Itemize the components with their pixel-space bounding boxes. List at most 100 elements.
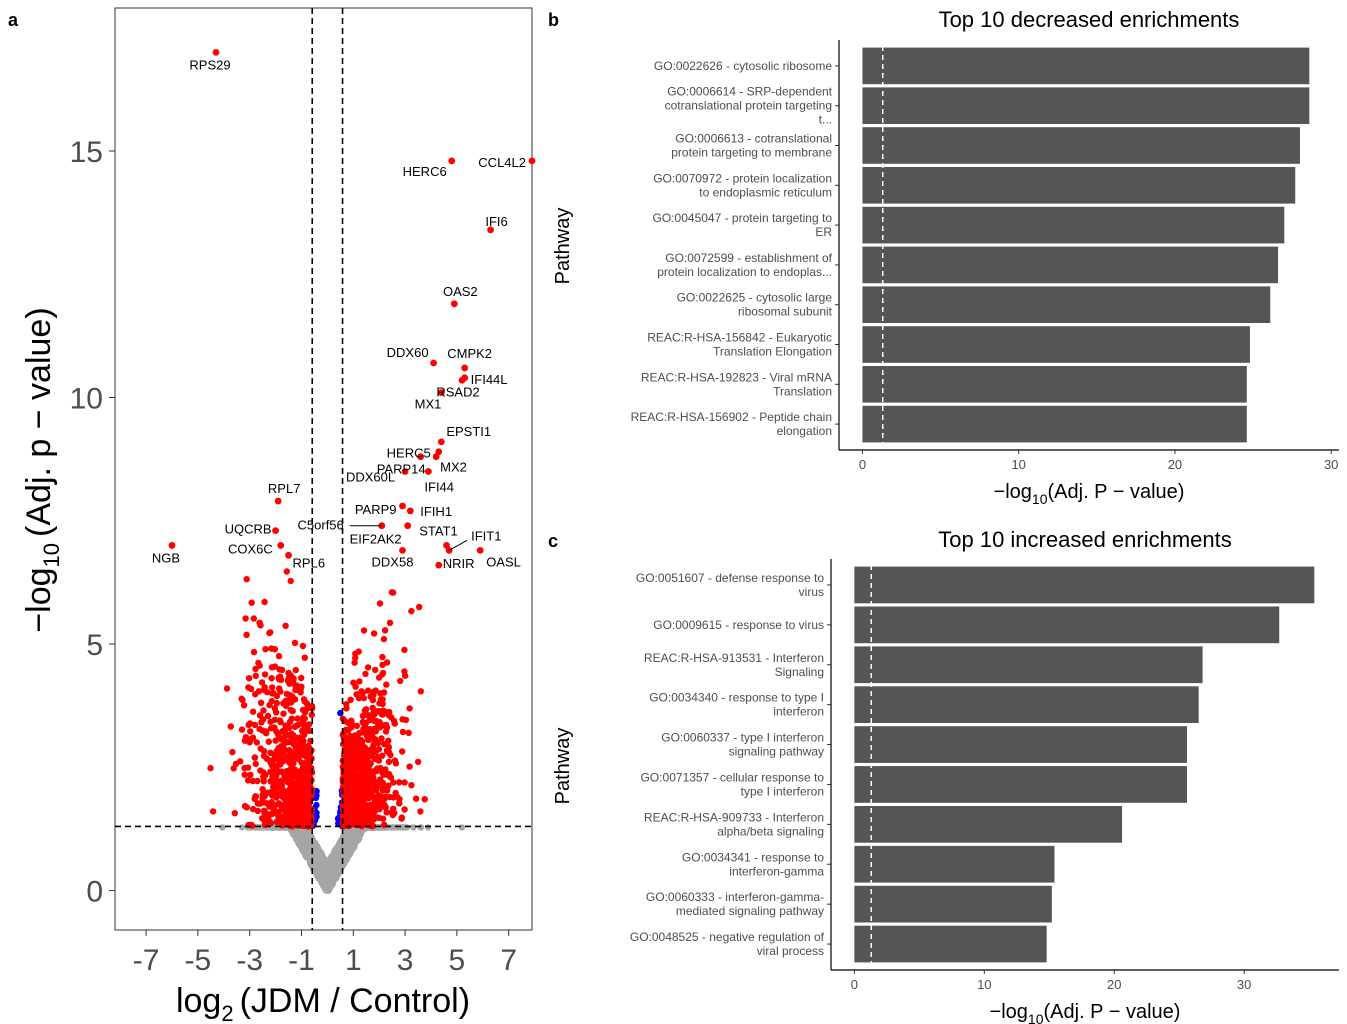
volcano-labeled-point [458, 376, 466, 384]
volcano-point [259, 786, 266, 793]
y-tick-label: 10 [70, 383, 103, 416]
volcano-labeled-point [424, 468, 432, 475]
volcano-point [370, 630, 378, 637]
increased-x-tick-label: 30 [1237, 977, 1251, 992]
volcano-point [336, 849, 343, 856]
volcano-point [276, 666, 283, 673]
volcano-point [301, 715, 308, 722]
volcano-point [288, 730, 295, 737]
increased-category-label: GO:0051607 - defense response to virus [636, 571, 824, 599]
volcano-point [278, 822, 286, 829]
decreased-category-label: REAC:R-HSA-156842 - Eukaryotic Translatio… [647, 331, 832, 359]
volcano-point [344, 777, 351, 784]
volcano-panel-border [114, 7, 533, 931]
volcano-point [248, 599, 255, 606]
volcano-point [383, 724, 391, 731]
volcano-point [284, 820, 291, 827]
volcano-point [383, 681, 390, 688]
volcano-point [379, 653, 386, 661]
volcano-labeled-point [404, 522, 412, 530]
volcano-point [290, 749, 297, 756]
volcano-point [343, 705, 350, 712]
volcano-y-axis-title: −log10(Adj. p − value) [20, 307, 64, 632]
volcano-labeled-point [448, 157, 456, 165]
volcano-point [352, 654, 359, 662]
volcano-point [360, 749, 367, 756]
volcano-point [256, 712, 264, 719]
increased-bar [854, 805, 1123, 843]
decreased-bar [862, 87, 1310, 125]
decreased-x-tick-label: 30 [1324, 457, 1338, 472]
volcano-point [458, 824, 466, 831]
volcano-point [379, 707, 387, 714]
increased-category-label: GO:0060333 - interferon-gamma-mediated s… [646, 890, 824, 918]
increased-category-label: GO:0048525 - negative regulation of viral… [630, 930, 825, 958]
volcano-point [417, 824, 424, 831]
gene-label: IFI44 [424, 479, 454, 494]
volcano-point [352, 683, 359, 690]
volcano-point [388, 589, 396, 596]
increased-x-tick-label: 0 [851, 977, 858, 992]
volcano-point [301, 722, 308, 729]
volcano-point [251, 721, 259, 729]
decreased-category-label: REAC:R-HSA-156902 - Peptide chain elongat… [631, 410, 832, 438]
volcano-point [401, 806, 408, 813]
volcano-point [282, 702, 290, 709]
volcano-point [376, 719, 383, 726]
volcano-labeled-point [432, 453, 440, 461]
volcano-point [280, 710, 287, 717]
increased-bars [854, 565, 1315, 964]
volcano-point [360, 719, 367, 727]
volcano-point [291, 766, 298, 773]
volcano-point [290, 806, 297, 814]
volcano-point [340, 800, 347, 807]
volcano-point [370, 769, 378, 776]
gene-label: STAT1 [419, 523, 458, 538]
increased-bar [854, 766, 1187, 803]
volcano-point [264, 712, 272, 720]
volcano-point [346, 813, 353, 820]
volcano-point [354, 735, 361, 742]
volcano-x-axis-title: log2 (JDM / Control) [176, 982, 470, 1024]
volcano-point [276, 784, 284, 791]
gene-label: COX6C [228, 541, 273, 556]
volcano-point [379, 815, 387, 822]
increased-category-label: GO:0060337 - type I interferon signaling … [661, 731, 824, 759]
gene-label: IFI44L [471, 372, 508, 387]
x-tick-label: -1 [288, 944, 315, 977]
volcano-point [372, 666, 379, 674]
volcano-point [285, 723, 292, 730]
volcano-point [271, 802, 279, 809]
volcano-labeled-point [168, 542, 176, 549]
volcano-point [294, 788, 301, 796]
volcano-point [396, 779, 403, 786]
volcano-point [297, 734, 304, 741]
increased-bar [854, 726, 1187, 763]
volcano-point [267, 768, 274, 775]
volcano-point [397, 677, 404, 685]
volcano-point [265, 738, 272, 745]
volcano-point [351, 659, 358, 666]
volcano-point [352, 770, 359, 777]
gene-label: HERC6 [403, 164, 447, 179]
volcano-point [408, 607, 415, 615]
volcano-point [298, 749, 305, 756]
volcano-labeled-point [450, 300, 458, 308]
volcano-labeled-point [406, 507, 414, 515]
increased-bar [854, 646, 1203, 684]
decreased-y-axis-title: Pathway [552, 208, 574, 285]
volcano-point [243, 804, 250, 811]
volcano-point [237, 758, 244, 765]
volcano-point [306, 790, 313, 798]
volcano-point [340, 792, 348, 800]
volcano-point [223, 685, 231, 692]
volcano-labeled-point [430, 359, 437, 367]
volcano-point [245, 675, 253, 682]
x-tick-label: 3 [397, 944, 414, 977]
volcano-point [333, 866, 340, 873]
volcano-point [389, 811, 397, 819]
volcano-point [276, 673, 284, 680]
volcano-point [276, 717, 283, 724]
volcano-point [417, 688, 424, 695]
volcano-point [272, 709, 280, 716]
